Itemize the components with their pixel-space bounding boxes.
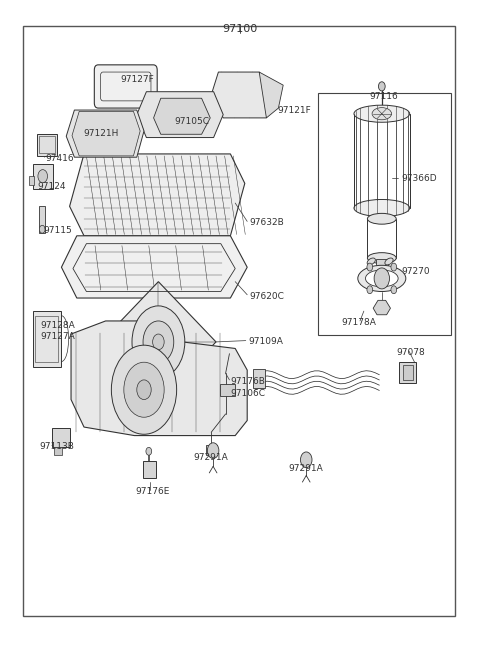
Circle shape	[143, 321, 174, 363]
Ellipse shape	[367, 214, 396, 224]
Text: 97124: 97124	[37, 182, 66, 191]
Bar	[33, 311, 61, 367]
Bar	[29, 176, 34, 185]
Ellipse shape	[372, 107, 392, 120]
Circle shape	[38, 170, 48, 183]
Circle shape	[374, 268, 389, 289]
Circle shape	[132, 306, 185, 378]
Text: 97100: 97100	[222, 24, 258, 35]
Circle shape	[367, 263, 372, 271]
Text: 97078: 97078	[396, 348, 425, 357]
FancyBboxPatch shape	[94, 65, 157, 108]
Bar	[318, 93, 451, 335]
Polygon shape	[373, 301, 390, 315]
Polygon shape	[70, 154, 245, 236]
Bar	[54, 447, 62, 455]
Bar	[39, 206, 45, 233]
Circle shape	[367, 286, 372, 293]
Text: 97113B: 97113B	[39, 442, 74, 451]
Text: 97270: 97270	[401, 267, 430, 276]
Text: 97105C: 97105C	[175, 117, 209, 126]
Bar	[206, 445, 217, 455]
Circle shape	[39, 225, 45, 233]
Circle shape	[207, 443, 219, 458]
Circle shape	[111, 345, 177, 434]
Polygon shape	[71, 321, 247, 436]
Text: 97106C: 97106C	[230, 388, 265, 398]
Ellipse shape	[367, 253, 396, 263]
Text: 97291A: 97291A	[194, 453, 228, 462]
Polygon shape	[61, 236, 247, 298]
Text: 97121H: 97121H	[83, 129, 119, 138]
Text: 97121F: 97121F	[277, 105, 311, 115]
Bar	[39, 136, 55, 153]
Text: 97127A: 97127A	[41, 331, 75, 341]
Ellipse shape	[358, 265, 406, 291]
Text: 97115: 97115	[43, 226, 72, 235]
Ellipse shape	[385, 258, 393, 265]
Text: 97291A: 97291A	[289, 464, 324, 473]
Circle shape	[137, 380, 151, 400]
Polygon shape	[101, 282, 216, 402]
Polygon shape	[66, 110, 144, 157]
Bar	[253, 369, 265, 388]
Polygon shape	[72, 111, 140, 156]
Circle shape	[300, 452, 312, 468]
Text: 97632B: 97632B	[250, 218, 284, 227]
Polygon shape	[154, 98, 210, 134]
Bar	[403, 365, 413, 380]
Circle shape	[153, 334, 164, 350]
Ellipse shape	[365, 270, 398, 287]
Text: 97127F: 97127F	[120, 75, 154, 84]
Bar	[399, 362, 416, 383]
Circle shape	[391, 286, 396, 293]
Text: 97116: 97116	[370, 92, 398, 102]
Bar	[220, 384, 235, 396]
Text: 97109A: 97109A	[249, 337, 284, 346]
Bar	[33, 164, 53, 189]
Bar	[376, 259, 387, 268]
Bar	[143, 461, 156, 478]
Text: 97176B: 97176B	[230, 377, 265, 386]
Text: 97416: 97416	[46, 154, 74, 163]
Circle shape	[378, 82, 385, 91]
Circle shape	[391, 263, 396, 271]
Text: 97366D: 97366D	[401, 174, 437, 183]
Text: 97620C: 97620C	[250, 291, 285, 301]
Circle shape	[124, 362, 164, 417]
Text: 97128A: 97128A	[41, 321, 75, 330]
Ellipse shape	[354, 105, 409, 122]
Circle shape	[146, 447, 152, 455]
Text: 97176E: 97176E	[135, 487, 170, 496]
Bar	[35, 316, 58, 362]
Ellipse shape	[354, 200, 409, 217]
Polygon shape	[211, 72, 271, 118]
Polygon shape	[259, 72, 283, 118]
Polygon shape	[137, 92, 223, 138]
Ellipse shape	[367, 258, 375, 265]
Bar	[37, 134, 57, 156]
Bar	[52, 428, 70, 447]
Text: 97178A: 97178A	[342, 318, 376, 327]
